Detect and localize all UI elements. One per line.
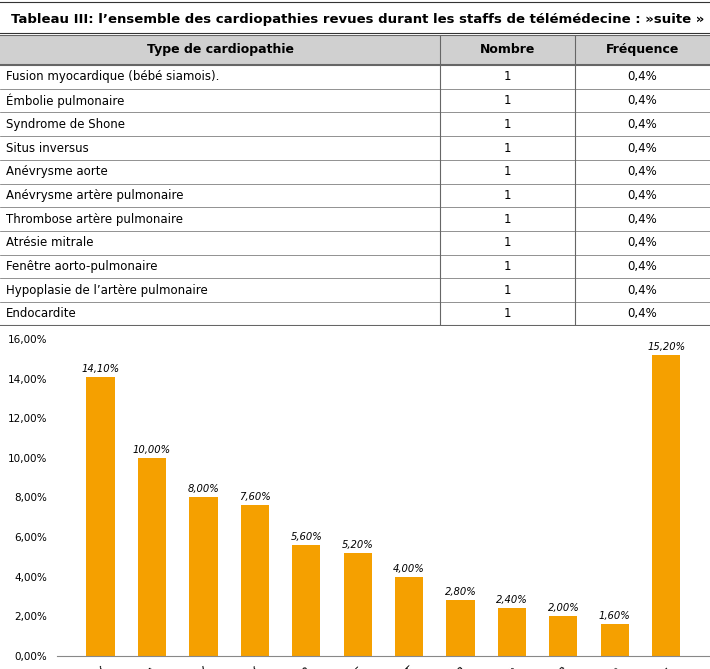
Text: 0,4%: 0,4% <box>628 213 657 225</box>
Text: 0,4%: 0,4% <box>628 118 657 131</box>
Text: 0,4%: 0,4% <box>628 94 657 107</box>
Text: 0,4%: 0,4% <box>628 236 657 250</box>
Bar <box>0 160 710 183</box>
Bar <box>601 624 629 656</box>
Bar <box>550 616 577 656</box>
Text: 0,4%: 0,4% <box>628 260 657 273</box>
Text: 5,20%: 5,20% <box>342 540 373 550</box>
Bar <box>652 355 680 656</box>
Text: Syndrome de Shone: Syndrome de Shone <box>6 118 125 131</box>
Text: 1: 1 <box>504 308 511 320</box>
Text: Fréquence: Fréquence <box>606 43 679 56</box>
Bar <box>0 231 710 255</box>
Text: 7,60%: 7,60% <box>239 492 271 502</box>
Text: 1: 1 <box>504 142 511 155</box>
Bar <box>0 89 710 112</box>
Bar <box>0 183 710 207</box>
Text: 2,40%: 2,40% <box>496 595 528 605</box>
Text: 10,00%: 10,00% <box>133 445 171 455</box>
Text: 0,4%: 0,4% <box>628 142 657 155</box>
Text: Atrésie mitrale: Atrésie mitrale <box>6 236 93 250</box>
Text: 1: 1 <box>504 213 511 225</box>
Text: Fenêtre aorto-pulmonaire: Fenêtre aorto-pulmonaire <box>6 260 157 273</box>
Text: 1: 1 <box>504 236 511 250</box>
Bar <box>0 35 710 65</box>
Bar <box>498 608 526 656</box>
Text: 4,00%: 4,00% <box>393 563 425 573</box>
Bar <box>0 302 710 326</box>
Bar <box>241 505 269 656</box>
Bar <box>0 112 710 136</box>
Bar <box>344 553 372 656</box>
Bar <box>0 255 710 278</box>
Text: 1: 1 <box>504 165 511 178</box>
Text: 1,60%: 1,60% <box>599 611 630 621</box>
Text: 2,80%: 2,80% <box>444 587 476 597</box>
Text: Tableau III: l’ensemble des cardiopathies revues durant les staffs de télémédeci: Tableau III: l’ensemble des cardiopathie… <box>11 13 704 25</box>
Text: 1: 1 <box>504 260 511 273</box>
Text: Anévrysme artère pulmonaire: Anévrysme artère pulmonaire <box>6 189 183 202</box>
Text: 1: 1 <box>504 118 511 131</box>
Text: Fusion myocardique (bébé siamois).: Fusion myocardique (bébé siamois). <box>6 70 219 84</box>
Text: 5,60%: 5,60% <box>290 532 322 542</box>
Text: Endocardite: Endocardite <box>6 308 77 320</box>
Text: 0,4%: 0,4% <box>628 165 657 178</box>
Text: 8,00%: 8,00% <box>187 484 219 494</box>
Bar <box>447 600 475 656</box>
Text: 2,00%: 2,00% <box>547 603 579 613</box>
Text: 14,10%: 14,10% <box>82 364 120 374</box>
Text: 0,4%: 0,4% <box>628 308 657 320</box>
Text: Hypoplasie de l’artère pulmonaire: Hypoplasie de l’artère pulmonaire <box>6 284 207 297</box>
Bar <box>0 136 710 160</box>
Bar <box>0 278 710 302</box>
Text: 0,4%: 0,4% <box>628 284 657 297</box>
Bar <box>395 577 423 656</box>
Text: 0,4%: 0,4% <box>628 189 657 202</box>
Bar <box>190 498 217 656</box>
Text: 0,4%: 0,4% <box>628 70 657 84</box>
Text: 1: 1 <box>504 189 511 202</box>
Text: Situs inversus: Situs inversus <box>6 142 89 155</box>
Text: Anévrysme aorte: Anévrysme aorte <box>6 165 107 178</box>
Text: 1: 1 <box>504 94 511 107</box>
Text: 1: 1 <box>504 70 511 84</box>
Text: Type de cardiopathie: Type de cardiopathie <box>146 43 294 56</box>
Bar <box>0 65 710 89</box>
Bar <box>0 207 710 231</box>
Text: Nombre: Nombre <box>480 43 535 56</box>
Text: 15,20%: 15,20% <box>647 342 685 352</box>
Text: 1: 1 <box>504 284 511 297</box>
Bar <box>87 377 115 656</box>
Text: Thrombose artère pulmonaire: Thrombose artère pulmonaire <box>6 213 182 225</box>
Text: Émbolie pulmonaire: Émbolie pulmonaire <box>6 94 124 108</box>
Bar <box>292 545 320 656</box>
Bar <box>138 458 166 656</box>
